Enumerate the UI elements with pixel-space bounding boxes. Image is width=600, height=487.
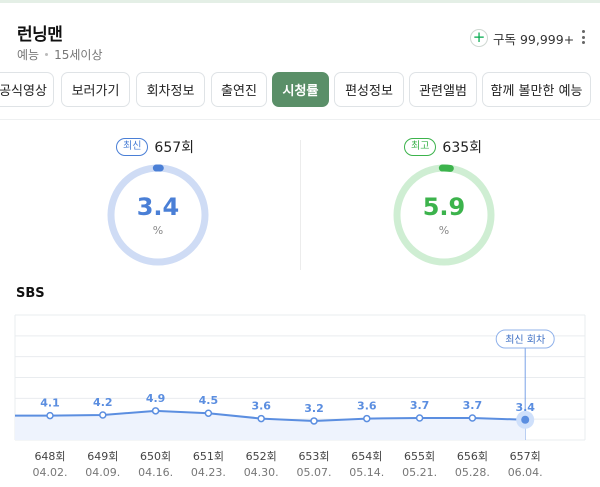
latest-rating-card: 최신 657회 3.4 %	[0, 130, 300, 270]
plus-icon: +	[470, 29, 488, 47]
highest-badge: 최고	[404, 138, 437, 156]
highest-rating-card: 최고 635회 5.9 %	[300, 130, 600, 270]
highest-rating-unit: %	[438, 224, 450, 237]
card-separator	[300, 140, 301, 270]
latest-episode: 657회	[154, 140, 195, 156]
program-title[interactable]: 런닝맨	[17, 25, 63, 45]
tab-schedule[interactable]: 편성정보	[334, 72, 404, 107]
data-point	[99, 411, 107, 419]
data-point	[257, 414, 265, 423]
x-date-label: 04.23.	[191, 466, 226, 479]
x-date-label: 04.09.	[85, 466, 120, 479]
series-area	[15, 410, 526, 440]
program-meta: 예능 15세이상	[17, 46, 102, 63]
program-tabs: 공식영상 보러가기 회차정보 출연진 시청률 편성정보 관련앨범 함께 볼만한 …	[0, 72, 600, 108]
data-label: 3.6	[251, 400, 271, 413]
program-genre: 예능	[17, 48, 40, 62]
data-point	[468, 414, 477, 422]
x-date-label: 04.02.	[33, 466, 68, 479]
more-options-icon[interactable]	[578, 27, 588, 47]
x-tick-label: 648회	[34, 450, 65, 463]
section-divider	[0, 119, 600, 120]
data-point	[415, 414, 424, 422]
x-date-label: 04.16.	[138, 466, 173, 479]
subscribe-label: 구독 99,999+	[493, 31, 575, 47]
x-tick-label: 652회	[246, 450, 277, 463]
x-date-label: 05.07.	[297, 466, 332, 479]
tab-similar-shows[interactable]: 함께 볼만한 예능	[482, 72, 591, 107]
latest-rating-ring: 3.4 %	[106, 163, 210, 267]
latest-badge: 최신	[116, 138, 149, 156]
data-label: 3.7	[463, 399, 483, 412]
x-date-label: 05.21.	[402, 466, 437, 479]
program-age-rating: 15세이상	[54, 48, 103, 62]
data-label: 4.5	[199, 394, 219, 407]
data-point	[363, 414, 371, 423]
subscribe-button[interactable]: + 구독 99,999+	[470, 26, 574, 50]
x-tick-label: 649회	[87, 450, 118, 463]
data-label: 3.4	[515, 401, 535, 414]
x-tick-label: 657회	[510, 450, 541, 463]
latest-card-head: 최신 657회	[116, 137, 194, 157]
x-date-label: 06.04.	[508, 466, 543, 479]
top-accent-line	[0, 0, 600, 3]
tab-episode-info[interactable]: 회차정보	[136, 72, 205, 107]
data-label: 4.2	[93, 396, 113, 409]
ratings-trend-chart: 4.1 648회 04.02. 4.2 649회 04.09. 4.9 650회 04.16. 4…	[0, 310, 600, 487]
highest-rating-ring: 5.9 %	[392, 163, 496, 267]
x-tick-label: 653회	[298, 450, 329, 463]
tab-watch[interactable]: 보러가기	[61, 72, 130, 107]
data-label: 4.1	[40, 397, 60, 410]
highest-rating-value: 5.9	[422, 193, 466, 221]
data-point	[310, 417, 318, 425]
tab-ratings[interactable]: 시청률	[272, 72, 329, 107]
x-tick-label: 654회	[351, 450, 382, 463]
tab-related-album[interactable]: 관련앨범	[409, 72, 477, 107]
tab-official-video[interactable]: 공식영상	[0, 72, 54, 107]
data-label: 4.9	[146, 392, 166, 405]
x-date-label: 04.30.	[244, 466, 279, 479]
latest-rating-unit: %	[152, 224, 164, 237]
data-label: 3.6	[357, 400, 377, 413]
data-label: 3.2	[304, 402, 324, 415]
x-tick-label: 651회	[193, 450, 224, 463]
data-point	[46, 411, 54, 420]
highest-episode: 635회	[442, 140, 483, 156]
separator-dot	[45, 52, 49, 56]
x-tick-label: 650회	[140, 450, 171, 463]
latest-rating-value: 3.4	[136, 193, 180, 221]
data-point	[521, 415, 530, 424]
program-header: 런닝맨 예능 15세이상 + 구독 99,999+	[0, 6, 600, 66]
x-tick-label: 655회	[404, 450, 435, 463]
x-date-label: 05.14.	[349, 466, 384, 479]
latest-episode-tag-label: 최신 회차	[505, 334, 545, 346]
highest-card-head: 최고 635회	[404, 137, 482, 157]
x-date-label: 05.28.	[455, 466, 490, 479]
x-tick-label: 656회	[457, 450, 488, 463]
broadcaster-label: SBS	[16, 286, 45, 301]
data-label: 3.7	[410, 399, 430, 412]
data-point	[151, 407, 160, 415]
chart-svg: 4.1 648회 04.02. 4.2 649회 04.09. 4.9 650회 04.16. 4…	[14, 314, 586, 479]
data-point	[204, 409, 213, 417]
latest-episode-tag	[495, 329, 555, 349]
tab-cast[interactable]: 출연진	[211, 72, 267, 107]
